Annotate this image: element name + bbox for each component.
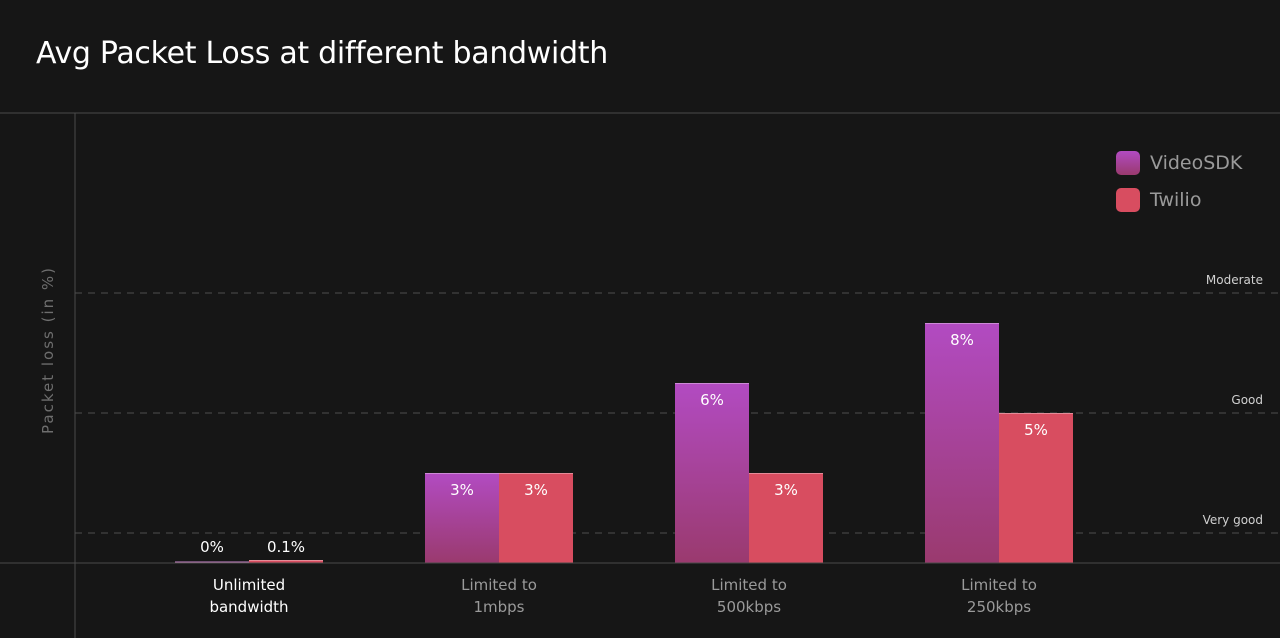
category-label-4-line-2: 250kbps [967,598,1031,616]
legend-item-videosdk: VideoSDK [1116,150,1242,176]
bar-videosdk-1 [175,561,249,563]
value-label-twilio-3: 3% [774,481,798,499]
category-label-2-line-1: Limited to [461,576,537,594]
legend-item-twilio: Twilio [1116,187,1242,213]
bar-videosdk-2 [425,473,499,563]
reference-label-good: Good [1231,393,1263,407]
legend: VideoSDK Twilio [1116,150,1242,224]
bar-twilio-4 [999,413,1073,563]
legend-label-twilio: Twilio [1150,189,1202,211]
reference-label-moderate: Moderate [1206,273,1263,287]
category-label-1-line-1: Unlimited [213,576,285,594]
value-label-twilio-4: 5% [1024,421,1048,439]
legend-label-videosdk: VideoSDK [1150,152,1243,174]
category-label-4-line-1: Limited to [961,576,1037,594]
value-label-videosdk-2: 3% [450,481,474,499]
chart-title: Avg Packet Loss at different bandwidth [36,36,608,71]
value-label-videosdk-4: 8% [950,331,974,349]
value-label-twilio-1: 0.1% [267,538,305,556]
category-label-2-line-2: 1mbps [473,598,524,616]
category-label-3-line-1: Limited to [711,576,787,594]
bar-videosdk-4 [925,323,999,563]
value-label-videosdk-3: 6% [700,391,724,409]
bar-twilio-1 [249,560,323,563]
reference-label-very-good: Very good [1203,513,1263,527]
bar-twilio-2 [499,473,573,563]
value-label-videosdk-1: 0% [200,538,224,556]
category-label-1-line-2: bandwidth [209,598,288,616]
category-label-3-line-2: 500kbps [717,598,781,616]
legend-swatch-twilio [1116,188,1140,212]
value-label-twilio-2: 3% [524,481,548,499]
bar-videosdk-3 [675,383,749,563]
legend-swatch-videosdk [1116,151,1140,175]
bar-twilio-3 [749,473,823,563]
